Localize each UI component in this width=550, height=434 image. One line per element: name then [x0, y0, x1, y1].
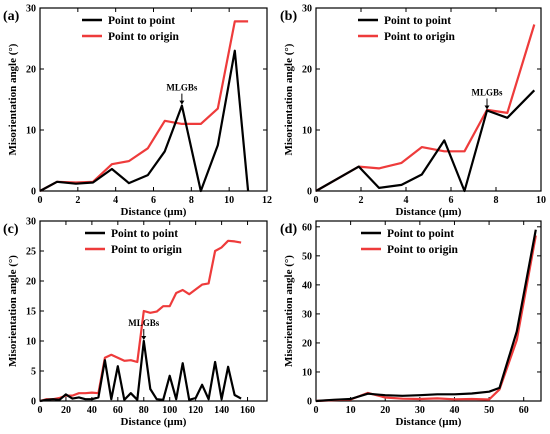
x-tick-label: 0 [314, 195, 319, 206]
y-tick-label: 20 [26, 65, 36, 76]
x-tick-label: 60 [113, 405, 123, 416]
x-tick-label: 0 [38, 405, 43, 416]
panel-1: (a) 0 2 4 6 8 10 12 0 10 20 30 Distance (µm) Misorien… [3, 4, 272, 219]
x-tick-label: 0 [38, 195, 43, 206]
x-tick-label: 10 [224, 195, 234, 206]
x-tick-label: 140 [214, 405, 229, 416]
y-tick-label: 10 [302, 126, 312, 137]
panel-4: (d) 0 10 20 30 40 50 60 0 10 20 30 40 50 60 Distance (µ… [280, 220, 542, 428]
y-tick-label: 15 [26, 307, 36, 318]
x-tick-label: 60 [519, 405, 529, 416]
annotation-label: MLGBs [166, 83, 198, 93]
x-tick-label: 120 [188, 405, 203, 416]
y-tick-label: 10 [26, 337, 36, 348]
panel-2: (b) 0 2 4 6 8 10 0 10 20 30 Distance (µm) Misorienta… [280, 4, 546, 219]
x-tick-label: 40 [87, 405, 97, 416]
y-tick-label: 0 [307, 187, 312, 198]
x-axis-label: Distance (µm) [121, 206, 187, 218]
x-tick-label: 50 [484, 405, 494, 416]
series-line-point-to-point [315, 229, 537, 403]
annotation-arrowhead [179, 100, 185, 105]
series-line-point-to-point [39, 339, 242, 403]
x-tick-label: 8 [494, 195, 499, 206]
x-tick-label: 40 [449, 405, 459, 416]
x-tick-label: 10 [346, 405, 356, 416]
y-tick-label: 30 [302, 4, 312, 15]
plot-frame [315, 220, 542, 402]
series-line-point-to-point [315, 89, 536, 193]
y-tick-label: 50 [302, 251, 312, 262]
annotation-arrowhead [484, 105, 490, 110]
x-tick-label: 20 [61, 405, 71, 416]
y-tick-label: 20 [302, 65, 312, 76]
y-tick-label: 0 [307, 397, 312, 408]
y-tick-label: 25 [26, 247, 36, 258]
legend-entry-label: Point to origin [384, 31, 456, 43]
y-tick-label: 0 [31, 397, 36, 408]
x-tick-label: 10 [536, 195, 546, 206]
x-tick-label: 2 [359, 195, 364, 206]
x-tick-label: 2 [75, 195, 80, 206]
x-tick-label: 8 [189, 195, 194, 206]
y-tick-label: 60 [302, 222, 312, 233]
legend-entry-label: Point to origin [387, 244, 459, 256]
legend-entry-label: Point to point [111, 228, 178, 240]
y-axis-label: Misorientation angle (°) [283, 43, 295, 155]
x-tick-label: 12 [262, 195, 272, 206]
y-axis-label: Misorientation angle (°) [283, 255, 295, 367]
panel-label: (b) [280, 9, 297, 24]
y-tick-label: 5 [31, 367, 36, 378]
y-axis-label: Misorientation angle (°) [7, 43, 19, 155]
x-axis-label: Distance (µm) [396, 206, 462, 218]
y-tick-label: 20 [26, 277, 36, 288]
x-tick-label: 30 [415, 405, 425, 416]
x-tick-label: 6 [449, 195, 454, 206]
y-tick-label: 10 [26, 126, 36, 137]
series-line-point-to-origin [39, 239, 242, 403]
x-tick-label: 4 [113, 195, 118, 206]
y-tick-label: 30 [26, 4, 36, 15]
x-tick-label: 160 [240, 405, 255, 416]
x-tick-label: 6 [151, 195, 156, 206]
x-tick-label: 100 [162, 405, 177, 416]
x-tick-label: 0 [314, 405, 319, 416]
panel-label: (a) [3, 9, 20, 24]
y-tick-label: 20 [302, 338, 312, 349]
legend-entry-label: Point to origin [108, 31, 180, 43]
annotation-label: MLGBs [128, 318, 160, 328]
annotation-label: MLGBs [471, 87, 503, 97]
y-axis-label: Misorientation angle (°) [7, 255, 19, 367]
plot-frame [315, 7, 542, 192]
x-tick-label: 80 [139, 405, 149, 416]
panel-3: (c) 0 20 40 60 80 100 120 140 160 0 5 10 15 20 25 30 Dist… [3, 217, 268, 428]
y-tick-label: 0 [31, 187, 36, 198]
annotation-arrowhead [141, 336, 147, 340]
series-line-point-to-origin [315, 24, 536, 192]
x-tick-label: 20 [380, 405, 390, 416]
y-tick-label: 30 [26, 217, 36, 228]
x-tick-label: 4 [404, 195, 409, 206]
x-axis-label: Distance (µm) [121, 416, 187, 428]
y-tick-label: 30 [302, 309, 312, 320]
legend-entry-label: Point to origin [111, 244, 183, 256]
legend-entry-label: Point to point [108, 15, 175, 27]
panel-label: (c) [3, 222, 19, 237]
legend-entry-label: Point to point [384, 15, 451, 27]
series-line-point-to-origin [39, 20, 249, 192]
y-tick-label: 40 [302, 280, 312, 291]
x-axis-label: Distance (µm) [396, 416, 462, 428]
y-tick-label: 10 [302, 367, 312, 378]
series-line-point-to-point [39, 49, 250, 193]
panel-label: (d) [280, 222, 297, 237]
legend-entry-label: Point to point [387, 228, 454, 240]
